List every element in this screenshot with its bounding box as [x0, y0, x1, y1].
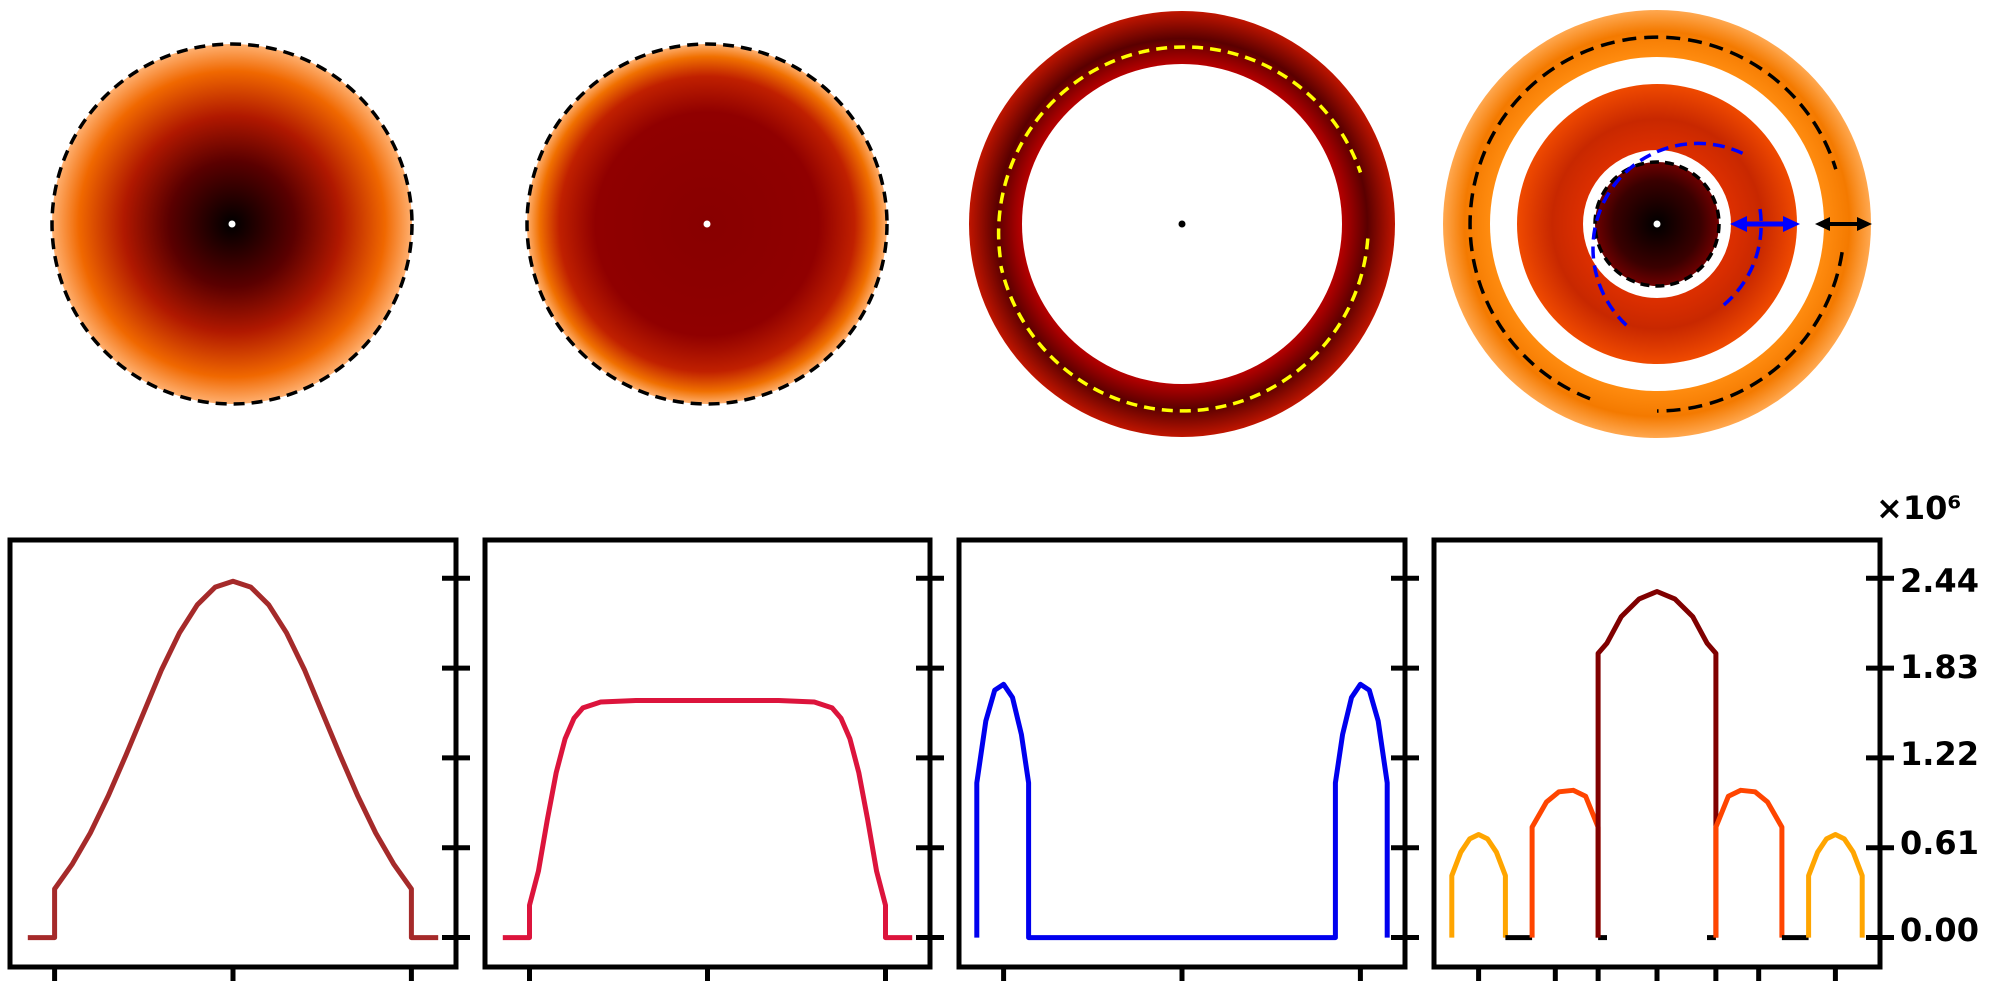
- outer-guide-arc-upper: [1468, 35, 1838, 401]
- series-line: [974, 681, 1390, 941]
- panel-frame: [7, 537, 459, 970]
- ring-guide-arc-lower: [999, 238, 1370, 413]
- y-tick-label: 2.44: [1900, 562, 1979, 600]
- gaussian-disk-boundary: [50, 42, 414, 406]
- series-line: [1529, 787, 1601, 938]
- panel-frame: [1431, 537, 1883, 970]
- x-ticks: [1001, 967, 1363, 981]
- image-ring: [969, 11, 1395, 437]
- profile-panel-multi-ring: [1431, 537, 1894, 981]
- x-ticks: [52, 967, 414, 981]
- series-line: [1713, 787, 1785, 938]
- ring-center-dot: [1178, 220, 1186, 228]
- gaussian-center-dot: [228, 220, 236, 228]
- multi-ring-center-dot: [1653, 220, 1661, 228]
- y-axis-exponent: ×10⁶: [1876, 489, 1961, 527]
- black-double-arrow: [1815, 217, 1872, 231]
- series-group: [27, 578, 439, 941]
- profile-panel-ring: [956, 537, 1419, 981]
- middle-guide-arc-upper: [1591, 141, 1746, 327]
- outer-guide-arc-lower: [1656, 251, 1844, 413]
- series-line: [502, 698, 913, 941]
- image-flat-top-disk: [525, 42, 889, 406]
- y-ticks: [1391, 575, 1419, 941]
- series-line: [1806, 832, 1865, 938]
- y-tick-label: 0.00: [1900, 911, 1979, 949]
- y-ticks: [916, 575, 944, 941]
- y-tick-label: 1.83: [1900, 648, 1979, 686]
- blue-double-arrow: [1730, 216, 1800, 232]
- x-ticks: [527, 967, 888, 981]
- series-group: [974, 681, 1390, 941]
- series-line: [1595, 589, 1719, 938]
- ring-guide-arc-upper: [996, 45, 1363, 258]
- panel-frame: [482, 537, 933, 970]
- image-multi-ring: [1443, 10, 1872, 438]
- profile-panel-gaussian: [7, 537, 470, 981]
- profile-panel-flat-top: [482, 537, 944, 981]
- middle-guide-arc-lower: [1717, 208, 1763, 311]
- series-line: [27, 578, 439, 941]
- series-group: [502, 698, 913, 941]
- series-line: [1449, 832, 1508, 938]
- y-axis-labels: ×10⁶ 2.44 1.83 1.22 0.61 0.00: [1876, 489, 1979, 949]
- y-ticks: [1866, 575, 1894, 941]
- image-gaussian-disk: [50, 42, 414, 406]
- core-boundary: [1593, 160, 1721, 288]
- flat-top-disk-boundary: [525, 42, 889, 406]
- y-ticks: [442, 575, 470, 941]
- flat-top-center-dot: [703, 220, 711, 228]
- y-tick-label: 0.61: [1900, 824, 1979, 862]
- y-tick-label: 1.22: [1900, 735, 1979, 773]
- series-group: [1449, 589, 1865, 941]
- x-ticks: [1476, 967, 1838, 981]
